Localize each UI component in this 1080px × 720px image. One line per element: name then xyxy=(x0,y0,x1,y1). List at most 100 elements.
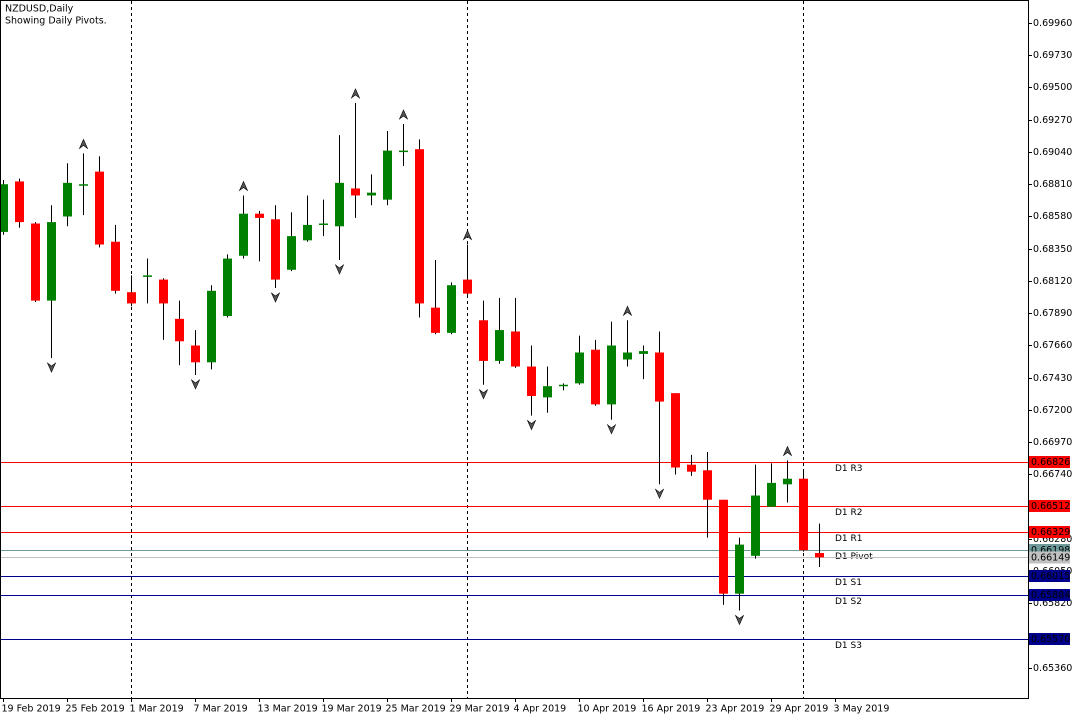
price-tag-label: 0.66149 xyxy=(1031,553,1070,564)
price-tag xyxy=(1029,456,1070,468)
candle-body xyxy=(543,386,552,398)
fractal-down xyxy=(270,292,281,303)
price-tag-label: 0.66329 xyxy=(1031,527,1070,538)
y-tick-label: 0.68350 xyxy=(1033,244,1072,255)
y-tick-label: 0.67890 xyxy=(1033,308,1072,319)
y-tick-label: 0.69960 xyxy=(1033,18,1072,29)
candle-body xyxy=(655,352,664,402)
x-tick-label: 3 May 2019 xyxy=(834,704,890,715)
fractal-down xyxy=(334,264,345,275)
fractal-down xyxy=(46,362,57,373)
candle-body xyxy=(367,192,376,196)
candle-body xyxy=(719,499,728,594)
candle-body xyxy=(783,478,792,485)
y-tick-label: 0.69270 xyxy=(1033,115,1072,126)
x-tick-label: 19 Feb 2019 xyxy=(2,704,61,715)
candle-body xyxy=(47,222,56,301)
x-tick-label: 25 Mar 2019 xyxy=(386,704,446,715)
x-tick-label: 19 Mar 2019 xyxy=(322,704,382,715)
pivot-name: D1 S1 xyxy=(835,578,862,588)
x-tick-label: 1 Mar 2019 xyxy=(130,704,184,715)
y-tick-label: 0.67660 xyxy=(1033,340,1072,351)
fractal-up xyxy=(782,445,793,457)
x-tick-label: 29 Mar 2019 xyxy=(450,704,510,715)
y-tick-label: 0.68810 xyxy=(1033,179,1072,190)
candle-body xyxy=(335,182,344,227)
fractal-down xyxy=(606,423,617,435)
fractal-down xyxy=(478,388,489,400)
candle-body xyxy=(639,351,648,354)
pivot-name: D1 R3 xyxy=(835,464,863,474)
candle-body xyxy=(111,241,120,291)
x-tick-label: 13 Mar 2019 xyxy=(258,704,318,715)
x-tick-label: 23 Apr 2019 xyxy=(706,704,765,715)
candle-body xyxy=(271,219,280,280)
fractal-up xyxy=(622,305,633,317)
y-tick-label: 0.69500 xyxy=(1033,82,1072,93)
y-tick-label: 0.69730 xyxy=(1033,50,1072,61)
x-tick-label: 16 Apr 2019 xyxy=(642,704,701,715)
candle-body xyxy=(559,384,568,387)
price-tag xyxy=(1029,589,1070,601)
candle-body xyxy=(591,349,600,405)
axes: 0.69960 0.69730 0.69500 0.69270 0.69040 0.688… xyxy=(2,18,1073,715)
pivot-name: D1 R1 xyxy=(835,534,863,544)
candle-body xyxy=(415,149,424,304)
candle-body xyxy=(63,182,72,217)
x-tick-label: 10 Apr 2019 xyxy=(578,704,637,715)
price-tag xyxy=(1029,551,1070,564)
candle-body xyxy=(527,366,536,396)
y-tick-label: 0.66970 xyxy=(1033,437,1072,448)
candle-body xyxy=(511,331,520,367)
candle-body xyxy=(303,224,312,241)
y-tick-label: 0.66280 xyxy=(1033,534,1072,545)
y-tick-label: 0.65820 xyxy=(1033,598,1072,609)
candle-body xyxy=(751,495,760,556)
candle-body xyxy=(479,320,488,361)
pivot-name: D1 S2 xyxy=(835,597,862,607)
candle-body xyxy=(703,470,712,500)
candle-body xyxy=(607,345,616,405)
price-tag xyxy=(1029,500,1070,512)
candle-body xyxy=(319,223,328,226)
candle-body xyxy=(383,150,392,200)
price-tag-label: 0.65570 xyxy=(1031,634,1070,645)
y-tick-label: 0.67200 xyxy=(1033,405,1072,416)
candle-body xyxy=(127,292,136,304)
candle-body xyxy=(351,188,360,196)
candle-body xyxy=(623,352,632,360)
candle-body xyxy=(1,184,8,232)
candle-body xyxy=(175,318,184,342)
candle-body xyxy=(767,482,776,507)
price-tag-label: 0.66198 xyxy=(1031,545,1070,556)
candle-body xyxy=(687,464,696,472)
fractal-up xyxy=(462,229,473,241)
candle-body xyxy=(799,478,808,551)
y-tick-label: 0.68580 xyxy=(1033,211,1072,222)
candle-body xyxy=(495,330,504,361)
candle-body xyxy=(463,279,472,294)
fractal-down xyxy=(734,614,745,626)
candle-body xyxy=(575,352,584,384)
candle-body xyxy=(159,279,168,304)
candle-body xyxy=(79,184,88,186)
candle-body xyxy=(223,258,232,317)
candle-body xyxy=(447,285,456,333)
candle-body xyxy=(15,181,24,223)
chart-title: NZDUSD,Daily xyxy=(5,4,74,15)
price-tag-label: 0.66015 xyxy=(1031,571,1070,582)
candle-body xyxy=(399,150,408,153)
pivot-name: D1 S3 xyxy=(835,641,862,651)
price-tag xyxy=(1029,526,1070,538)
candle-body xyxy=(207,290,216,363)
x-tick-label: 29 Apr 2019 xyxy=(770,704,829,715)
x-tick-label: 7 Mar 2019 xyxy=(194,704,248,715)
fractal-up xyxy=(238,180,249,192)
y-tick-label: 0.65360 xyxy=(1033,663,1072,674)
price-tag-label: 0.65884 xyxy=(1031,590,1070,601)
x-tick-label: 25 Feb 2019 xyxy=(66,704,125,715)
y-tick-label: 0.69040 xyxy=(1033,147,1072,158)
